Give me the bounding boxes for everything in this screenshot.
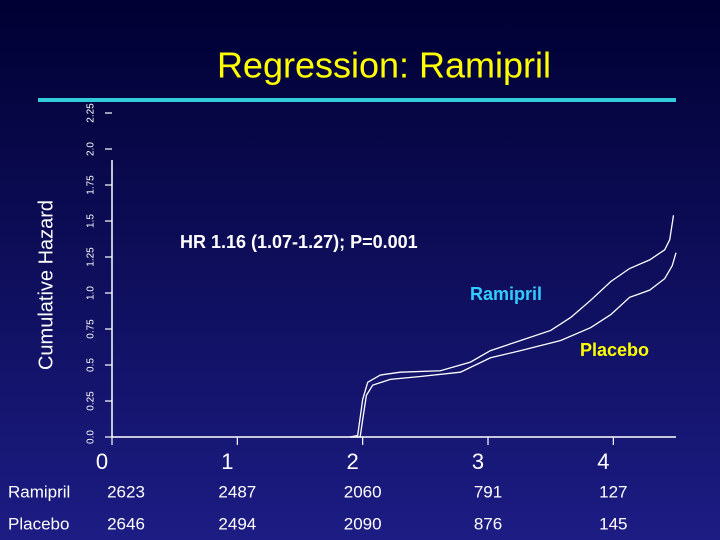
chart-title: Regression: Ramipril [217,45,551,86]
y-tick-label: 2.0 [86,142,97,156]
risk-value: 876 [474,514,502,533]
y-tick-label: 1.25 [86,247,97,267]
risk-value: 2487 [218,482,256,501]
title-rule [38,98,676,102]
y-axis-label: Cumulative Hazard [35,200,57,370]
risk-value: 2090 [344,514,382,533]
risk-value: 2646 [107,514,145,533]
risk-row-name: Placebo [8,514,69,533]
series-line [350,215,675,438]
x-tick-label: 1 [221,449,233,474]
y-tick-label: 2.25 [86,103,97,123]
y-tick-label: 1.5 [86,214,97,228]
series-label: Placebo [580,340,649,360]
annotation: HR 1.16 (1.07-1.27); P=0.001 [180,232,418,252]
x-tick-label: 3 [472,449,484,474]
risk-value: 145 [599,514,627,533]
risk-row-name: Ramipril [8,482,70,501]
risk-value: 2623 [107,482,145,501]
series-label: Ramipril [470,284,542,304]
y-tick-label: 0.25 [86,391,97,411]
risk-value: 2060 [344,482,382,501]
x-tick-label: 2 [347,449,359,474]
risk-value: 127 [599,482,627,501]
risk-value: 2494 [218,514,256,533]
y-tick-label: 1.0 [86,286,97,300]
x-tick-label: 0 [96,449,108,474]
x-tick-label: 4 [597,449,609,474]
y-tick-label: 1.75 [86,175,97,195]
y-tick-label: 0.5 [86,358,97,372]
y-tick-label: 0.75 [86,319,97,339]
risk-value: 791 [474,482,502,501]
y-tick-label: 0.0 [86,430,97,444]
series-line [350,252,677,438]
